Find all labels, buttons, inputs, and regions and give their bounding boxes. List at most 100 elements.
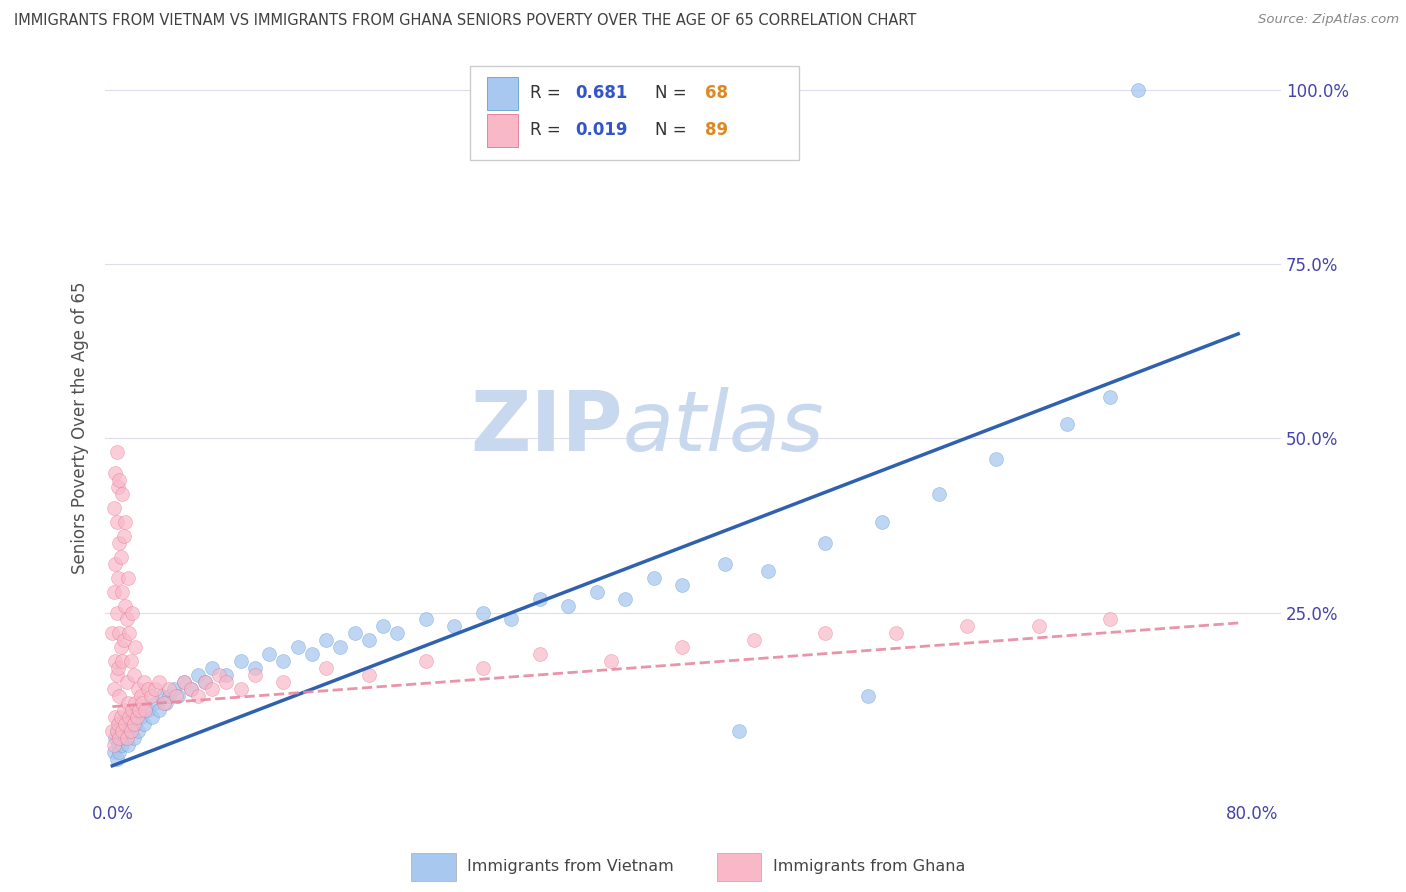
Point [110,549,132,564]
Point [117,571,139,585]
Point [501,612,523,626]
Point [136,703,159,717]
Point [208,668,231,682]
Point [167,689,190,703]
Text: Immigrants from Ghana: Immigrants from Ghana [773,860,966,874]
Point [243,661,266,675]
Point [742,633,765,648]
Point [529,648,551,662]
Point [107,571,129,585]
Point [315,661,337,675]
Bar [411,853,456,881]
Point [371,619,394,633]
Point [671,640,693,655]
Point [131,696,153,710]
Point [162,682,184,697]
Point [117,696,139,710]
Point [110,640,132,655]
Point [103,584,125,599]
Text: Source: ZipAtlas.com: Source: ZipAtlas.com [1258,13,1399,27]
Point [884,626,907,640]
Text: 68: 68 [704,84,728,103]
Point [714,557,737,571]
Point [107,480,129,494]
Point [124,640,146,655]
Point [443,619,465,633]
Point [118,723,141,738]
Point [118,710,141,724]
Point [122,717,145,731]
Text: 89: 89 [704,121,728,139]
Point [173,675,195,690]
Point [105,752,128,766]
Point [108,745,131,759]
Point [870,515,893,529]
Point [107,717,129,731]
Point [956,619,979,633]
Point [115,612,138,626]
Point [287,640,309,655]
Point [614,591,637,606]
Point [117,738,139,752]
Point [110,710,132,724]
Point [141,710,163,724]
Point [229,654,252,668]
Point [115,717,138,731]
Point [984,452,1007,467]
Point [125,710,148,724]
Point [108,731,131,745]
Point [121,606,143,620]
Point [415,612,437,626]
Point [343,626,366,640]
Point [157,682,180,697]
Point [215,668,238,682]
Point [120,723,142,738]
Point [1056,417,1078,432]
Point [104,557,127,571]
Point [136,682,159,697]
Point [273,654,295,668]
Point [148,703,170,717]
Point [471,606,494,620]
Point [105,606,128,620]
Point [107,661,129,675]
Point [273,675,295,690]
Point [105,515,128,529]
Point [115,675,138,690]
Point [357,668,380,682]
Point [114,717,136,731]
Point [243,668,266,682]
Text: ZIP: ZIP [470,387,623,468]
Point [105,723,128,738]
Point [108,473,131,487]
Point [110,731,132,745]
Point [187,689,209,703]
Point [112,633,135,648]
Point [557,599,579,613]
Point [180,682,202,697]
Point [115,731,138,745]
Point [103,745,125,759]
Point [111,584,134,599]
Point [187,668,209,682]
Point [728,723,751,738]
Point [114,731,136,745]
Point [180,682,202,697]
Point [112,703,135,717]
Point [201,661,224,675]
Point [111,487,134,501]
Point [257,648,280,662]
Point [387,626,409,640]
Y-axis label: Seniors Poverty Over the Age of 65: Seniors Poverty Over the Age of 65 [72,282,89,574]
Point [103,738,125,752]
Point [112,529,135,543]
Point [121,703,143,717]
Point [129,710,152,724]
Point [152,696,174,710]
Point [105,668,128,682]
Point [108,689,131,703]
Text: IMMIGRANTS FROM VIETNAM VS IMMIGRANTS FROM GHANA SENIORS POVERTY OVER THE AGE OF: IMMIGRANTS FROM VIETNAM VS IMMIGRANTS FR… [14,13,917,29]
Point [329,640,352,655]
Point [108,717,131,731]
Point [104,654,127,668]
